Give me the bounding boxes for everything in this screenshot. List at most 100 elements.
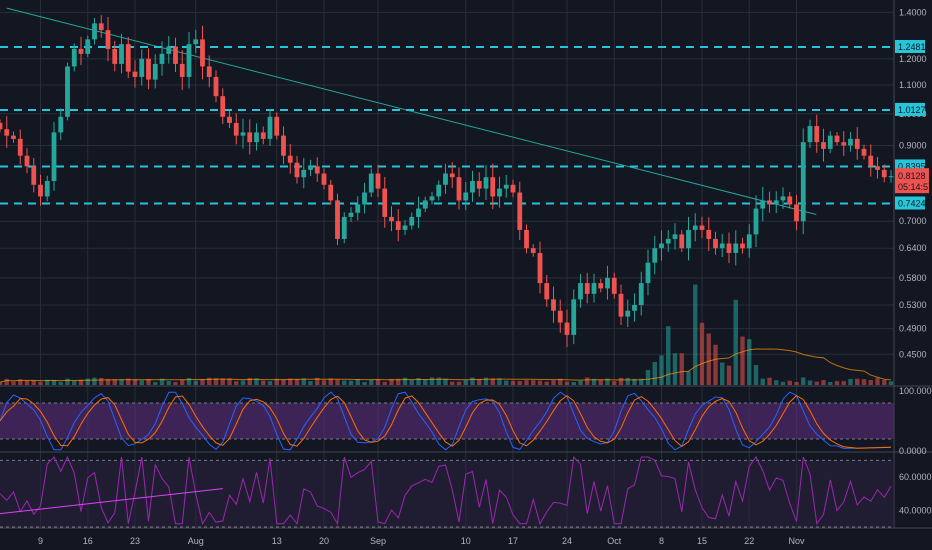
volume-bar [720, 362, 725, 385]
volume-bar [605, 378, 610, 385]
volume-bar [72, 381, 77, 385]
volume-bar [254, 378, 259, 385]
candle-body [841, 142, 847, 146]
candle-body [591, 283, 597, 294]
volume-bar [686, 371, 691, 385]
volume-bar [126, 378, 131, 385]
candle-body [517, 192, 523, 230]
candle-body [281, 135, 286, 156]
candle-body [416, 208, 421, 217]
candle-body [551, 299, 556, 311]
volume-bar [767, 377, 772, 385]
candle-body [618, 293, 624, 317]
volume-bar [274, 378, 279, 385]
rsi-y-tick: 60.0000 [899, 472, 932, 482]
candle-body [875, 166, 880, 170]
volume-bar [861, 379, 867, 385]
candle-body [112, 48, 118, 64]
level-label: 1.0127 [898, 105, 926, 115]
candle-body [0, 122, 3, 130]
candle-body [65, 66, 70, 117]
candle-body [443, 173, 448, 185]
volume-bar [821, 380, 826, 385]
rsi-y-tick: 40.0000 [899, 505, 932, 515]
volume-bar [396, 378, 401, 385]
volume-bar [558, 378, 563, 385]
volume-bar [571, 381, 576, 385]
candle-body [780, 196, 786, 201]
volume-bar [801, 377, 806, 385]
y-tick-label: 0.4900 [899, 324, 927, 334]
candle-body [544, 283, 550, 300]
volume-bar [31, 380, 36, 385]
candle-body [598, 283, 604, 289]
y-tick-label: 0.4500 [899, 349, 927, 359]
candle-body [645, 262, 651, 284]
volume-bar [159, 378, 165, 385]
x-tick-label: 8 [659, 536, 664, 546]
candle-body [166, 46, 172, 54]
volume-bar [11, 381, 16, 385]
volume-bar [24, 380, 30, 385]
candle-body [213, 76, 219, 97]
volume-bar [787, 380, 792, 385]
candle-body [314, 166, 320, 174]
candle-body [132, 71, 138, 77]
volume-bar [747, 339, 752, 385]
volume-bar [517, 380, 522, 385]
candle-body [139, 58, 145, 77]
volume-bar [483, 377, 489, 385]
x-tick-label: 16 [83, 536, 93, 546]
candle-body [11, 135, 16, 139]
candle-body [92, 23, 97, 40]
volume-bar [456, 381, 462, 385]
volume-bar [578, 380, 583, 385]
candle-body [17, 138, 23, 156]
volume-bar [416, 378, 421, 385]
candle-body [584, 283, 590, 294]
candle-body [463, 192, 469, 201]
volume-bar [477, 379, 482, 385]
volume-bar [227, 378, 232, 385]
last-price-label: 0.8128 [898, 171, 926, 181]
volume-bar [544, 381, 549, 385]
volume-bar [65, 378, 70, 385]
x-tick-label: Sep [370, 536, 386, 546]
volume-bar [132, 379, 138, 385]
volume-bar [848, 378, 853, 385]
volume-bar [639, 378, 644, 385]
volume-bar [375, 379, 381, 385]
candle-body [58, 116, 64, 133]
volume-bar [423, 379, 428, 385]
volume-bar [85, 378, 90, 385]
candle-body [375, 173, 381, 189]
volume-bar [220, 378, 225, 385]
candle-body [746, 234, 752, 249]
volume-bar [355, 379, 360, 385]
volume-bar [659, 355, 664, 385]
candle-body [308, 166, 313, 170]
candle-body [389, 216, 394, 222]
candle-body [767, 200, 772, 205]
volume-bar [180, 379, 185, 385]
candle-body [490, 177, 496, 197]
volume-bar [510, 380, 516, 385]
volume-bar [153, 382, 158, 385]
volume-bar [652, 361, 657, 385]
volume-bar [200, 379, 205, 385]
candle-body [267, 116, 273, 139]
volume-bar [261, 380, 266, 385]
volume-bar [213, 378, 219, 385]
volume-bar [342, 380, 347, 385]
candle-body [787, 196, 793, 205]
candle-body [301, 169, 307, 178]
candle-body [31, 166, 37, 185]
candle-body [794, 204, 799, 222]
rsi-trendline [0, 488, 223, 515]
volume-bar [18, 379, 23, 385]
candle-body [254, 132, 259, 143]
candle-body [186, 44, 192, 77]
level-label-box [895, 102, 925, 116]
y-tick-label: 0.5800 [899, 273, 927, 283]
